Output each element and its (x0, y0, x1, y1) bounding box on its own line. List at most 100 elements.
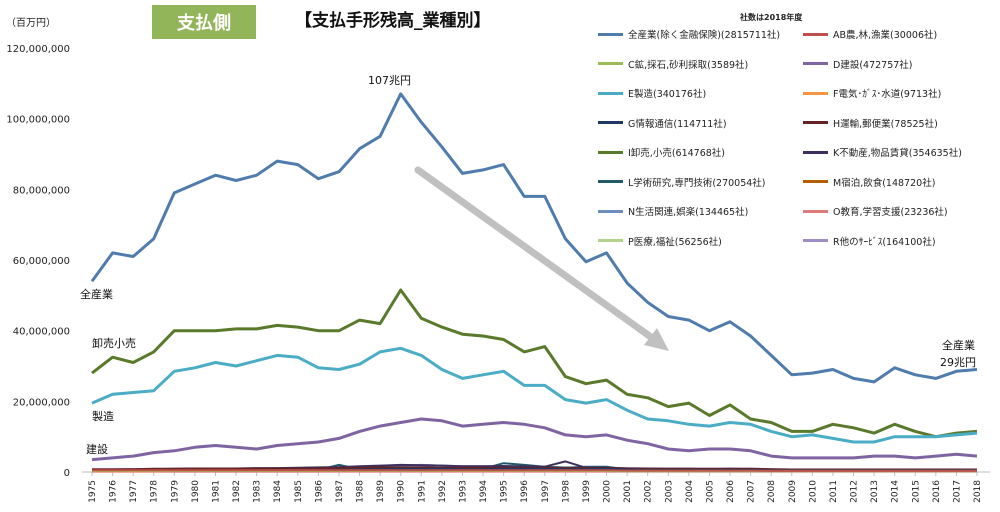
legend-swatch (803, 62, 828, 65)
y-axis-ticks: 0 20,000,000 40,000,000 60,000,000 80,000,00… (6, 44, 70, 479)
x-tick-label: 2000 (603, 480, 613, 503)
x-tick-label: 2010 (808, 480, 818, 503)
legend-swatch (598, 91, 623, 95)
legend-item-transport: H運輸,郵便業(78525社) (803, 116, 938, 130)
annotation-peak: 107兆円 (368, 74, 411, 87)
legend-swatch (598, 239, 623, 242)
x-tick-label: 2006 (726, 480, 736, 503)
x-tick-label: 2009 (788, 480, 798, 503)
annotation-all-industry-right-value: 29兆円 (940, 356, 976, 369)
legend-item-education: O教育,学習支援(23236社) (803, 204, 948, 218)
annotation-manufacturing-left: 製造 (92, 410, 114, 423)
legend-label: L学術研究,専門技術(270054社) (628, 177, 766, 189)
y-tick-label: 0 (64, 468, 70, 479)
legend-label: N生活関連,娯楽(134465社) (628, 207, 749, 218)
legend-item-mining: C鉱,採石,砂利採取(3589社) (598, 57, 748, 71)
legend-swatch (598, 121, 623, 124)
legend-label: I卸売,小売(614768社) (628, 148, 725, 159)
x-tick-label: 1987 (335, 480, 345, 503)
x-tick-label: 1980 (191, 480, 201, 503)
x-tick-label: 1995 (500, 480, 510, 503)
legend-swatch (598, 62, 623, 65)
x-tick-label: 1978 (150, 480, 160, 503)
x-tick-label: 1977 (129, 480, 139, 503)
legend-item-it: G情報通信(114711社) (598, 116, 727, 130)
x-tick-label: 2017 (952, 480, 962, 503)
x-tick-label: 2018 (973, 480, 983, 503)
x-tick-label: 1985 (294, 480, 304, 503)
legend-label: P医療,福祉(56256社) (628, 236, 722, 248)
y-tick-label: 120,000,000 (6, 44, 70, 55)
legend-label: AB農,林,漁業(30006社) (833, 30, 938, 41)
trend-arrow-shaft (414, 166, 659, 344)
legend-swatch (598, 209, 623, 213)
series-line-construction (91, 417, 978, 462)
x-tick-label: 1989 (376, 480, 386, 503)
x-tick-label: 2015 (911, 480, 921, 503)
x-tick-label: 1981 (211, 480, 221, 503)
legend-item-all: 全産業(除く金融保険)(2815711社) (598, 27, 780, 41)
trend-arrow (414, 166, 669, 351)
legend-swatch (598, 32, 623, 36)
series-line-agri (92, 469, 977, 472)
x-tick-label: 2005 (705, 480, 715, 503)
y-tick-label: 80,000,000 (13, 185, 70, 196)
legend-label: O教育,学習支援(23236社) (833, 207, 948, 218)
x-tick-label: 1997 (541, 480, 551, 503)
legend-item-realestate: K不動産,物品賃貸(354635社) (803, 145, 962, 159)
legend-item-construction: D建設(472757社) (803, 57, 913, 71)
side-badge: 支払側 (152, 5, 256, 39)
x-tick-label: 1976 (109, 480, 119, 503)
x-tick-label: 2008 (767, 480, 777, 503)
legend-item-life: N生活関連,娯楽(134465社) (598, 204, 748, 218)
legend-label: M宿泊,飲食(148720社) (833, 177, 936, 189)
x-tick-label: 1984 (273, 480, 283, 503)
y-axis-unit-label: （百万円） (6, 18, 56, 29)
legend-item-medical: P医療,福祉(56256社) (598, 234, 722, 248)
annotation-construction-left: 建設 (86, 443, 108, 456)
chart-title: 【支払手形残高_業種別】 (295, 11, 491, 31)
x-tick-label: 2012 (850, 480, 860, 503)
series-line-all (90, 92, 978, 384)
legend-item-wholesale: I卸売,小売(614768社) (598, 145, 725, 159)
legend-label: R他のｻｰﾋﾞｽ(164100社) (833, 236, 936, 248)
legend-label: C鉱,採石,砂利採取(3589社) (628, 59, 749, 71)
legend-item-research: L学術研究,専門技術(270054社) (598, 175, 766, 189)
x-tick-label: 2007 (747, 480, 757, 503)
x-tick-label: 2014 (891, 480, 901, 503)
series-layer (90, 92, 978, 473)
x-tick-label: 2004 (685, 480, 695, 503)
legend-swatch (803, 239, 828, 242)
y-tick-label: 40,000,000 (13, 327, 70, 338)
x-tick-label: 1998 (561, 480, 571, 503)
legend-swatch (803, 91, 828, 95)
y-tick-label: 20,000,000 (13, 397, 70, 408)
legend-swatch (598, 180, 623, 183)
y-tick-label: 60,000,000 (13, 256, 70, 267)
series-line-manufacturing (91, 346, 978, 444)
x-tick-label: 1982 (232, 480, 242, 503)
x-tick-label: 1990 (397, 480, 407, 503)
legend-item-utility: F電気･ｶﾞｽ･水道(9713社) (803, 86, 941, 100)
series-line-wholesale (91, 288, 978, 439)
legend-label: K不動産,物品賃貸(354635社) (833, 148, 962, 159)
x-tick-label: 2001 (623, 480, 633, 503)
x-tick-label: 1975 (88, 480, 98, 503)
x-tick-label: 1993 (458, 480, 468, 503)
legend-item-hotel: M宿泊,飲食(148720社) (803, 175, 935, 189)
x-tick-label: 1983 (253, 480, 263, 503)
side-badge-label: 支払側 (177, 13, 231, 34)
legend-item-agri: AB農,林,漁業(30006社) (803, 27, 937, 41)
legend-label: H運輸,郵便業(78525社) (833, 118, 938, 130)
legend-swatch (803, 180, 828, 183)
trend-arrow-head (644, 328, 669, 351)
x-tick-label: 2002 (644, 480, 654, 503)
x-tick-label: 2003 (664, 480, 674, 503)
legend-label: F電気･ｶﾞｽ･水道(9713社) (833, 89, 942, 100)
legend-label: E製造(340176社) (628, 89, 707, 100)
legend-note: 社数は2018年度 (740, 13, 803, 22)
legend-label: D建設(472757社) (833, 59, 913, 71)
x-tick-label: 1991 (417, 480, 427, 503)
x-tick-label: 1999 (582, 480, 592, 503)
x-tick-label: 1994 (479, 480, 489, 503)
